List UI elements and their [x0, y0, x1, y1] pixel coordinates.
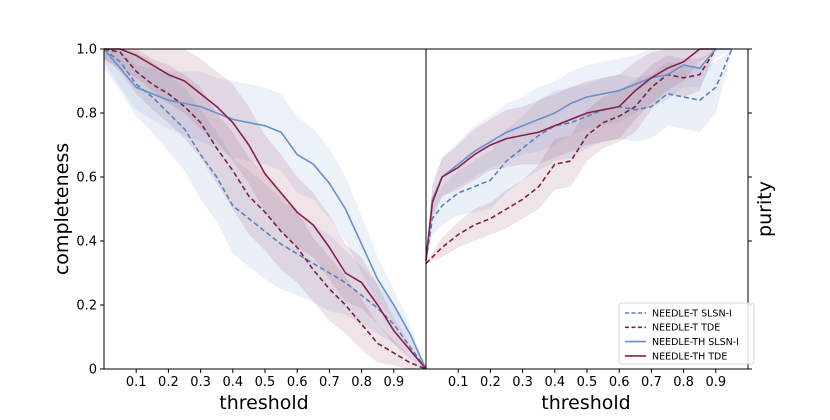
right-band-needle-th-slsn-i — [426, 49, 732, 261]
left-x-tick-label: 0.3 — [190, 375, 211, 390]
legend-label-needle-t-tde: NEEDLE-T TDE — [652, 323, 720, 334]
tick-marks-and-labels: 0.1 0.2 0.3 0.4 0.5 0.6 0.7 0.8 0.9 0 0.2 0.4 0.6 0.8… — [76, 43, 752, 390]
left-x-axis-label: threshold — [219, 392, 308, 414]
right-line-needle-th-tde — [425, 48, 716, 261]
right-band-needle-th-tde — [426, 49, 716, 261]
right-band-needle-t-slsn-i — [426, 49, 732, 261]
legend-label-needle-th-tde: NEEDLE-TH TDE — [652, 351, 727, 362]
left-x-tick-label: 0.9 — [383, 375, 404, 390]
right-x-tick-label: 0.7 — [641, 375, 662, 390]
left-line-needle-t-slsn-i — [103, 48, 427, 370]
left-y-axis-label: completeness — [51, 143, 73, 275]
left-line-needle-th-slsn-i — [103, 48, 427, 370]
right-x-tick-label: 0.3 — [512, 375, 533, 390]
left-line-needle-t-tde — [103, 48, 427, 370]
left-y-tick-label: 0.4 — [76, 235, 97, 250]
left-y-tick-label: 0.2 — [76, 299, 97, 314]
left-band-needle-th-tde — [104, 49, 426, 369]
left-x-tick-label: 0.1 — [126, 375, 147, 390]
right-x-tick-label: 0.5 — [577, 375, 598, 390]
left-line-needle-th-tde — [104, 48, 427, 370]
legend-label-needle-th-slsn-i: NEEDLE-TH SLSN-I — [652, 337, 739, 348]
left-y-tick-label: 0.8 — [76, 107, 97, 122]
right-x-tick-label: 0.6 — [609, 375, 630, 390]
right-panel-bands — [426, 49, 732, 264]
left-x-tick-label: 0.7 — [319, 375, 340, 390]
legend-label-needle-t-slsn-i: NEEDLE-T SLSN-I — [652, 308, 732, 319]
left-y-tick-label: 1.0 — [76, 43, 97, 58]
legend: NEEDLE-T SLSN-I NEEDLE-T TDE NEEDLE-TH SLS… — [618, 302, 755, 365]
left-x-tick-label: 0.4 — [222, 375, 243, 390]
right-x-tick-label: 0.2 — [480, 375, 501, 390]
right-x-axis-label: threshold — [541, 392, 630, 414]
left-x-tick-label: 0.2 — [158, 375, 179, 390]
right-x-tick-label: 0.1 — [448, 375, 469, 390]
right-line-needle-th-slsn-i — [425, 48, 732, 261]
right-x-tick-label: 0.4 — [544, 375, 565, 390]
right-panel-lines — [425, 48, 733, 264]
left-y-tick-label: 0.6 — [76, 171, 97, 186]
left-x-tick-label: 0.5 — [255, 375, 276, 390]
right-line-needle-t-slsn-i — [425, 48, 733, 261]
left-panel-lines — [103, 48, 427, 370]
left-x-tick-label: 0.8 — [351, 375, 372, 390]
right-band-needle-t-tde — [426, 49, 716, 264]
legend-box — [618, 302, 755, 365]
right-x-tick-label: 0.8 — [673, 375, 694, 390]
right-y-axis-label: purity — [754, 181, 776, 237]
left-y-tick-label: 0 — [89, 363, 97, 378]
left-x-tick-label: 0.6 — [287, 375, 308, 390]
right-x-tick-label: 0.9 — [705, 375, 726, 390]
